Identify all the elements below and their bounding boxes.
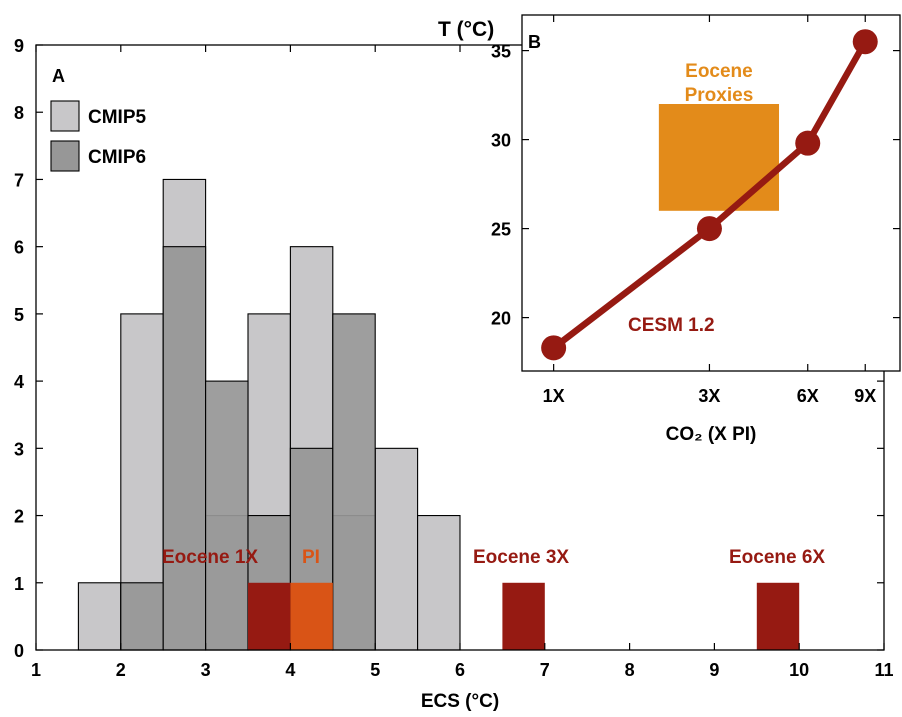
y-tick-label: 8 <box>14 103 24 123</box>
panel-a-eocene-markers: Eocene 1X PI Eocene 3X Eocene 6X <box>162 547 825 650</box>
histogram-bar-cmip6 <box>120 582 164 651</box>
marker-label: Eocene 3X <box>473 547 569 568</box>
cesm-point <box>795 130 821 156</box>
histogram-bar-cmip6 <box>162 246 207 651</box>
panel-a-label: A <box>52 66 65 86</box>
x-tick-label: 6X <box>797 386 819 406</box>
y-tick-label: 4 <box>14 372 24 392</box>
legend-swatch <box>50 100 80 132</box>
histogram-bar-cmip6 <box>332 313 376 651</box>
x-tick-label: 4 <box>285 660 295 680</box>
panel-a-legend: CMIP5 CMIP6 <box>50 100 147 172</box>
histogram-bar-cmip5 <box>77 582 122 651</box>
eocene-proxies-label-line1: Eocene <box>685 61 753 82</box>
cesm-point <box>696 216 722 242</box>
x-tick-label: 6 <box>455 660 465 680</box>
x-tick-label: 2 <box>116 660 126 680</box>
x-tick-label: 10 <box>789 660 809 680</box>
panel-b-y-axis-label: T (°C) <box>438 18 494 41</box>
y-tick-label: 7 <box>14 170 24 190</box>
panel-b-x-ticks: 1X 3X 6X 9X <box>543 15 876 406</box>
marker-bar <box>502 582 545 650</box>
y-tick-label: 30 <box>491 131 511 151</box>
y-tick-label: 2 <box>14 507 24 527</box>
legend-swatch <box>50 140 80 172</box>
marker-label: PI <box>302 547 320 568</box>
histogram-bar-cmip5 <box>374 447 419 651</box>
y-tick-label: 35 <box>491 42 511 62</box>
panel-b-y-ticks: 20 25 30 35 <box>491 42 900 329</box>
eocene-proxies-label-line2: Proxies <box>685 85 754 106</box>
eocene-proxies-box <box>658 104 780 211</box>
cesm-series <box>541 29 878 361</box>
legend-label: CMIP6 <box>88 147 146 168</box>
x-tick-label: 11 <box>874 660 893 680</box>
x-tick-label: 9X <box>854 386 876 406</box>
marker-label: Eocene 6X <box>729 547 825 568</box>
x-tick-label: 9 <box>709 660 719 680</box>
y-tick-label: 9 <box>14 36 24 56</box>
y-tick-label: 3 <box>14 439 24 459</box>
panel-b-axes-frame <box>521 14 901 372</box>
x-tick-label: 3X <box>698 386 720 406</box>
y-tick-label: 5 <box>14 305 24 325</box>
panel-a-bars <box>77 178 461 651</box>
cesm-series-label: CESM 1.2 <box>628 315 715 336</box>
panel-a-x-axis-label: ECS (°C) <box>421 691 499 712</box>
histogram-bar-cmip5 <box>417 515 461 651</box>
histogram-bar-cmip6 <box>205 380 249 651</box>
x-tick-label: 8 <box>625 660 635 680</box>
y-tick-label: 0 <box>14 641 24 661</box>
x-tick-label: 1X <box>543 386 565 406</box>
y-tick-label: 1 <box>14 574 24 594</box>
marker-bar <box>756 582 800 650</box>
y-tick-label: 20 <box>491 309 511 329</box>
cesm-point <box>852 29 878 55</box>
x-tick-label: 1 <box>31 660 41 680</box>
marker-bar <box>248 582 291 650</box>
panel-b-inset-line-chart: Eocene Proxies CESM 1.2 1X 3X 6X 9X 20 25 30 3… <box>438 14 901 445</box>
x-tick-label: 5 <box>370 660 380 680</box>
y-tick-label: 6 <box>14 238 24 258</box>
cesm-line <box>551 40 869 351</box>
legend-label: CMIP5 <box>88 107 147 128</box>
marker-bar <box>290 582 333 650</box>
panel-a-x-ticks: 1 2 3 4 5 6 7 8 9 10 11 <box>31 45 894 680</box>
cesm-point <box>541 335 567 361</box>
x-tick-label: 3 <box>201 660 211 680</box>
panel-a-y-ticks: 0 1 2 3 4 5 6 7 8 9 <box>14 36 884 661</box>
panel-b-label: B <box>528 32 541 52</box>
marker-label: Eocene 1X <box>162 547 258 568</box>
panel-b-x-axis-label: CO₂ (X PI) <box>666 424 757 445</box>
x-tick-label: 7 <box>540 660 550 680</box>
y-tick-label: 25 <box>491 220 511 240</box>
